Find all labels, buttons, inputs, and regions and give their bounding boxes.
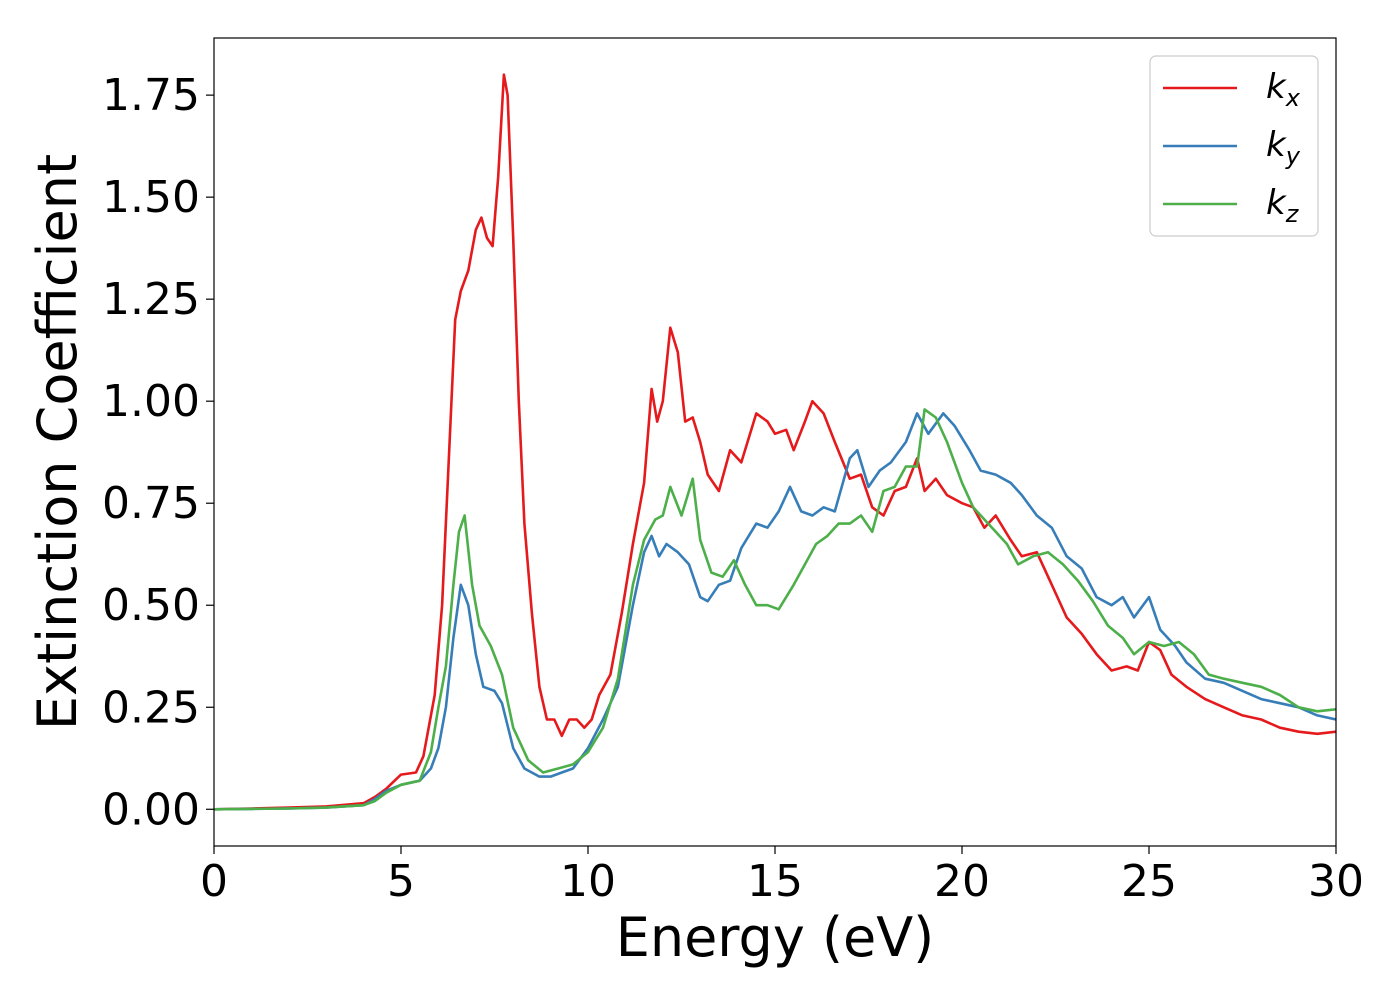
legend-entry-label: kx xyxy=(1266,67,1301,112)
x-tick-label: 30 xyxy=(1308,856,1364,907)
x-tick-label: 20 xyxy=(934,856,990,907)
y-axis-title: Extinction Coefficient xyxy=(26,154,89,730)
x-tick-label: 5 xyxy=(387,856,415,907)
legend-entry-subscript: z xyxy=(1285,200,1300,228)
x-tick-label: 0 xyxy=(200,856,228,907)
series-line-ky xyxy=(214,412,1336,811)
legend-entry-name: k xyxy=(1266,183,1287,223)
legend-entry-subscript: y xyxy=(1285,142,1301,170)
y-tick-label: 0.25 xyxy=(102,682,200,733)
legend-entry-label: kz xyxy=(1266,183,1300,228)
series-line-kx xyxy=(214,73,1336,811)
legend-entry-name: k xyxy=(1266,67,1287,107)
legend-entry-label: ky xyxy=(1266,125,1301,170)
y-tick-label: 0.00 xyxy=(102,784,200,835)
x-axis: 0 5 10 15 20 25 30 xyxy=(200,846,1364,907)
y-tick-label: 1.50 xyxy=(102,172,200,223)
y-tick-label: 0.50 xyxy=(102,580,200,631)
x-axis-title: Energy (eV) xyxy=(616,906,935,969)
legend-entry-name: k xyxy=(1266,125,1287,165)
y-axis: 0.00 0.25 0.50 0.75 1.00 1.25 1.50 1.75 xyxy=(102,70,214,835)
y-tick-label: 1.00 xyxy=(102,376,200,427)
series-layer xyxy=(214,73,1336,811)
x-tick-label: 10 xyxy=(560,856,616,907)
x-tick-label: 15 xyxy=(747,856,803,907)
series-line-kz xyxy=(214,408,1336,811)
y-tick-label: 0.75 xyxy=(102,478,200,529)
x-tick-label: 25 xyxy=(1121,856,1177,907)
legend-entry-subscript: x xyxy=(1285,84,1301,112)
y-tick-label: 1.75 xyxy=(102,70,200,121)
y-tick-label: 1.25 xyxy=(102,274,200,325)
